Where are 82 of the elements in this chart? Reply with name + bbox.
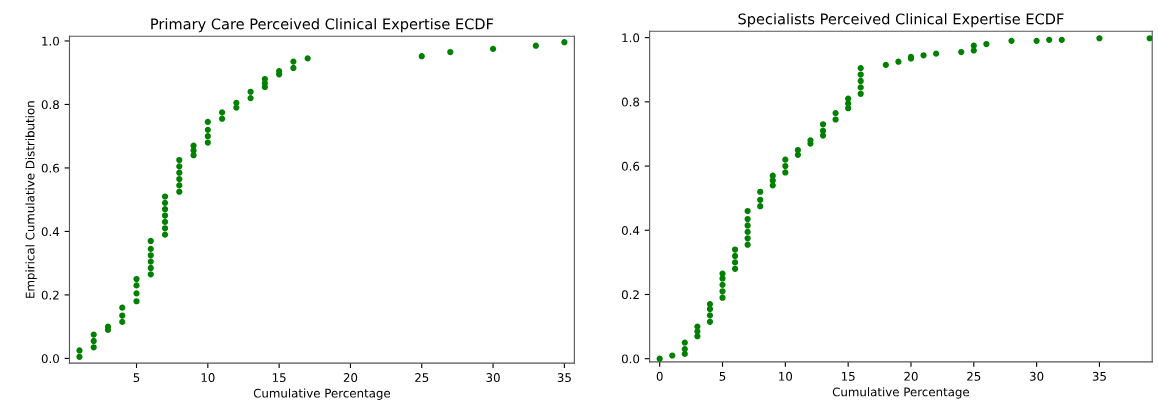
x-tick-label: 10 [201, 373, 215, 383]
point [176, 188, 183, 195]
point [119, 318, 126, 325]
point [176, 175, 183, 183]
point [218, 115, 226, 122]
x-tick-label: 30 [1030, 371, 1044, 381]
point [489, 45, 497, 52]
point [233, 99, 240, 106]
point [204, 139, 211, 146]
y-axis-title: Empirical Cumulative Distribution [25, 101, 37, 298]
point [76, 353, 83, 360]
x-tick-label: 15 [272, 373, 286, 383]
point [147, 252, 154, 259]
point [161, 218, 169, 226]
point [147, 258, 154, 265]
y-tick-label: 0.6 [41, 163, 60, 173]
point [176, 156, 183, 164]
x-tick-label: 20 [343, 373, 358, 383]
point [161, 193, 169, 200]
point [290, 64, 297, 72]
y-tick-label: 0.0 [41, 354, 59, 364]
point [190, 142, 197, 149]
x-tick-label: 35 [557, 373, 571, 383]
point [204, 133, 211, 140]
point [161, 199, 169, 206]
y-tick-label: 0.8 [41, 100, 59, 110]
point [561, 39, 568, 46]
x-tick-label: 5 [133, 373, 140, 383]
y-tick-label: 0.2 [621, 290, 639, 300]
point [90, 337, 97, 345]
point [447, 48, 454, 56]
point [176, 182, 183, 189]
y-tick-label: 0.4 [41, 227, 60, 237]
y-tick-label: 0.2 [41, 290, 59, 300]
x-tick-label: 30 [486, 373, 500, 383]
point [147, 271, 154, 278]
point [176, 163, 183, 170]
x-tick-label: 20 [904, 371, 918, 381]
point [161, 206, 169, 213]
point [532, 42, 539, 49]
point [147, 264, 154, 272]
point [133, 290, 140, 297]
chart-title: Primary Care Perceived Clinical Expertise ECDF [151, 18, 494, 33]
y-tick-label: 0.4 [621, 226, 640, 235]
point [119, 304, 126, 311]
point [133, 275, 140, 283]
point [247, 88, 254, 95]
point [176, 169, 183, 176]
x-tick-label: 25 [967, 371, 981, 381]
point [247, 94, 254, 102]
x-tick-label: 25 [415, 373, 429, 383]
point [90, 344, 97, 351]
point [147, 245, 154, 252]
point [161, 231, 169, 238]
x-tick-label: 0 [656, 371, 663, 381]
point [161, 225, 169, 232]
y-tick-label: 0.6 [621, 161, 640, 171]
point [161, 212, 169, 219]
point [147, 237, 154, 245]
point [119, 312, 126, 319]
x-tick-label: 10 [779, 371, 793, 381]
chart-title: Specialists Perceived Clinical Expertise ECDF [738, 13, 1064, 28]
point [418, 53, 425, 60]
point [304, 55, 311, 62]
point [261, 75, 268, 83]
point [133, 298, 140, 305]
point [218, 109, 226, 116]
point [204, 126, 211, 133]
x-axis-title: Cumulative Percentage [832, 387, 970, 399]
point [133, 282, 140, 289]
y-tick-label: 1.0 [622, 33, 640, 43]
x-axis-title: Cumulative Percentage [253, 388, 391, 400]
x-tick-label: 15 [841, 372, 855, 381]
point [90, 331, 97, 338]
y-tick-label: 0.0 [621, 354, 640, 364]
point [290, 58, 297, 65]
y-tick-label: 1.0 [42, 36, 59, 46]
x-tick-label: 35 [1092, 371, 1106, 381]
x-tick-label: 5 [719, 372, 726, 381]
point [204, 118, 211, 126]
point [76, 347, 83, 354]
y-tick-label: 0.8 [621, 97, 640, 107]
